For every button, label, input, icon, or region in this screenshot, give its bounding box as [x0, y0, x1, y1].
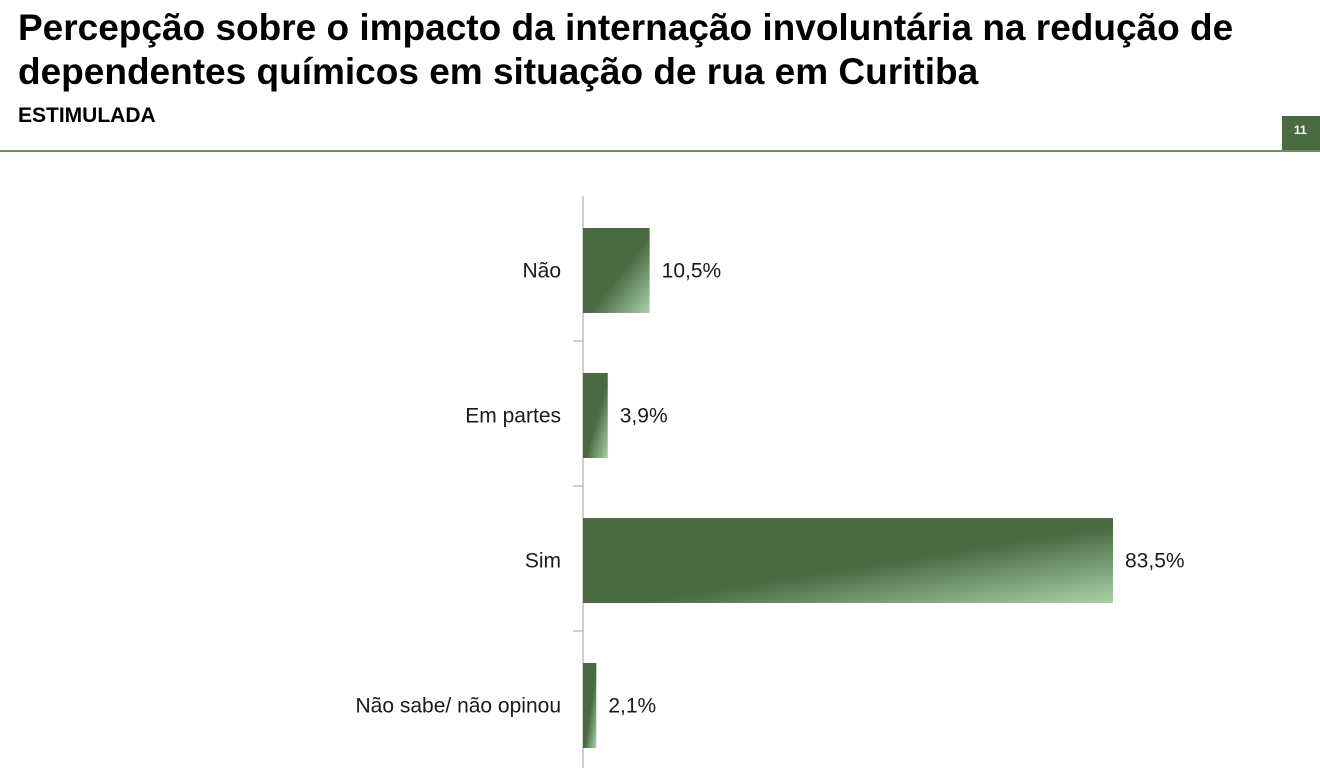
value-label: 83,5%: [1125, 550, 1185, 573]
category-label: Sim: [525, 550, 561, 573]
header-divider: [0, 150, 1320, 152]
chart-layer: Não 10,5% Em partes 3,9% Sim 83,5% Não sabe/ n…: [356, 196, 1185, 768]
bar: [583, 663, 597, 748]
page-number-badge: 11: [1282, 116, 1320, 150]
value-label: 3,9%: [620, 405, 668, 428]
category-label: Não sabe/ não opinou: [356, 695, 562, 718]
category-label: Não: [522, 260, 561, 283]
bar: [583, 518, 1113, 603]
page-subtitle: ESTIMULADA: [18, 104, 156, 127]
bar: [583, 228, 650, 313]
value-label: 10,5%: [662, 260, 722, 283]
value-label: 2,1%: [608, 695, 656, 718]
bar: [583, 373, 608, 458]
page-title: Percepção sobre o impacto da internação …: [18, 7, 1234, 92]
category-label: Em partes: [465, 405, 561, 428]
